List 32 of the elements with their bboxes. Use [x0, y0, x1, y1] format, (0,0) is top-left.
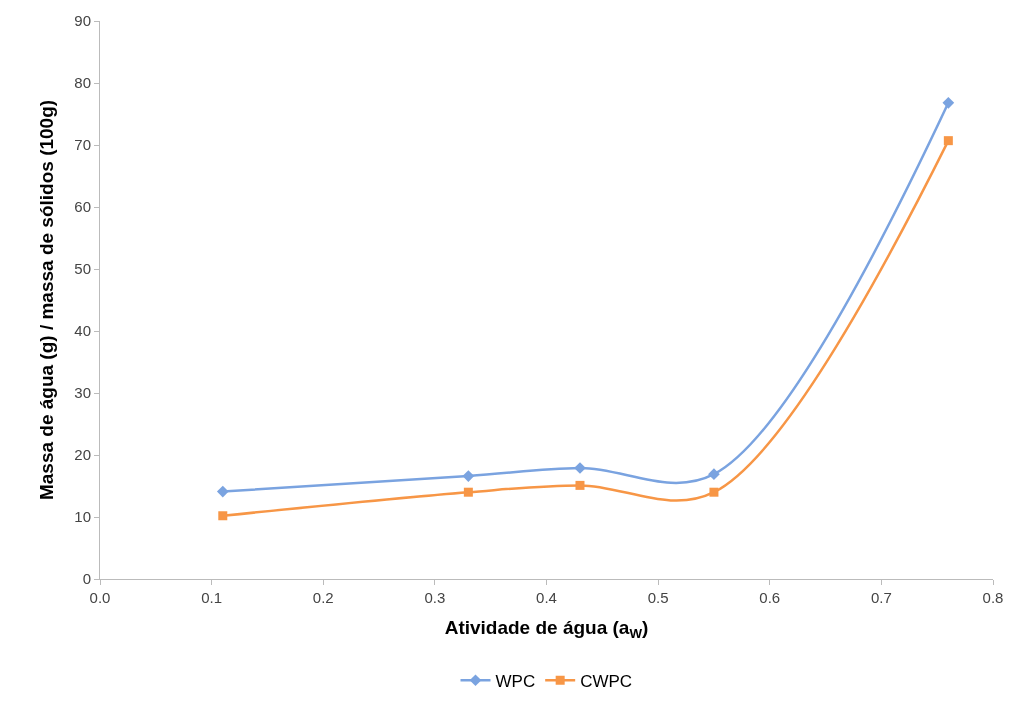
y-tick-label: 10 [74, 508, 91, 526]
point [709, 487, 719, 497]
x-tick-label: 0.2 [312, 589, 334, 606]
y-tick-label: 0 [82, 570, 91, 588]
y-tick-label: 60 [74, 198, 91, 216]
x-tick-label: 0.0 [89, 589, 111, 606]
y-tick-label: 20 [74, 446, 91, 464]
x-tick-label: 0.5 [647, 589, 669, 606]
point [462, 470, 475, 482]
y-tick-label: 90 [74, 12, 91, 30]
y-tick-label: 50 [74, 260, 91, 278]
x-tick-label: 0.3 [424, 589, 446, 606]
x-tick-label: 0.8 [982, 589, 1004, 606]
point [942, 96, 955, 109]
point [463, 487, 473, 497]
y-tick-label: 80 [74, 74, 91, 92]
point [216, 485, 229, 498]
point [708, 468, 720, 481]
x-tick-label: 0.7 [870, 589, 892, 606]
legend-label: WPC [495, 671, 536, 691]
x-tick-label: 0.4 [536, 589, 557, 606]
x-axis-title: Atividade de água (a$_{W}$) [444, 616, 649, 641]
x-tick-label: 0.6 [759, 589, 781, 606]
y-tick-label: 30 [74, 384, 91, 402]
y-axis-title: Massa de água (g) / massa de sólidos (100g) [36, 99, 58, 501]
y-tick-label: 70 [74, 136, 91, 154]
point [943, 136, 953, 146]
x-tick-label: 0.1 [201, 589, 223, 606]
point [218, 511, 228, 521]
legend-label: CWPC [580, 671, 633, 691]
y-tick-label: 40 [74, 322, 91, 340]
point [575, 480, 585, 490]
